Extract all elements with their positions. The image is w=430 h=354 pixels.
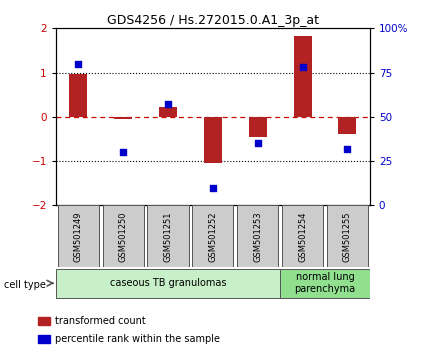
Point (299, 64, 306, 70)
Text: GSM501255: GSM501255 (343, 211, 352, 262)
Text: GSM501254: GSM501254 (298, 211, 307, 262)
Point (75, 61, 82, 67)
Text: GSM501251: GSM501251 (163, 211, 172, 262)
Point (120, 149, 126, 155)
Point (344, 146, 351, 152)
Text: GSM501250: GSM501250 (119, 211, 128, 262)
Bar (327, 205, 368, 267)
Bar (102, 205, 144, 267)
Text: transformed count: transformed count (55, 316, 146, 326)
Bar (192, 205, 233, 267)
Bar (282, 205, 323, 267)
Bar (38, 335, 50, 343)
Bar (147, 205, 189, 267)
Text: cell type: cell type (4, 280, 46, 290)
Text: percentile rank within the sample: percentile rank within the sample (55, 334, 220, 344)
Bar (204, 117, 222, 163)
Bar (294, 36, 311, 117)
Point (165, 102, 172, 107)
Bar (280, 269, 370, 297)
Text: GSM501252: GSM501252 (209, 211, 217, 262)
Text: GSM501253: GSM501253 (253, 211, 262, 262)
Bar (338, 117, 356, 134)
Title: GDS4256 / Hs.272015.0.A1_3p_at: GDS4256 / Hs.272015.0.A1_3p_at (107, 14, 319, 27)
Point (209, 185, 216, 190)
Text: normal lung
parenchyma: normal lung parenchyma (295, 272, 356, 294)
Bar (159, 107, 177, 117)
Point (254, 141, 261, 146)
Bar (69, 74, 87, 117)
Bar (58, 205, 99, 267)
Bar (56, 269, 280, 297)
Bar (237, 205, 278, 267)
Bar (38, 317, 50, 325)
Text: GSM501249: GSM501249 (74, 211, 83, 262)
Bar (114, 117, 132, 119)
Bar (249, 117, 267, 137)
Text: caseous TB granulomas: caseous TB granulomas (110, 278, 226, 288)
